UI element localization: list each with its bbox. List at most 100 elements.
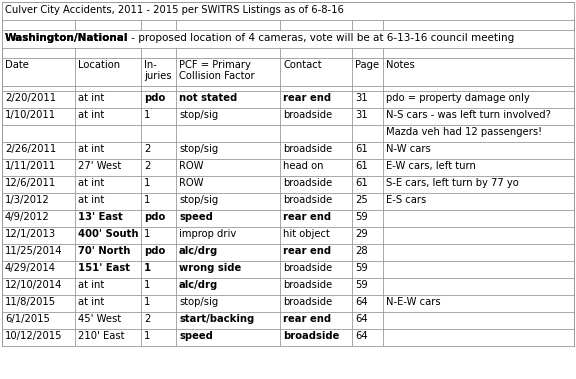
Text: pdo: pdo bbox=[144, 93, 165, 103]
Text: at int: at int bbox=[78, 144, 104, 154]
Text: speed: speed bbox=[179, 212, 213, 222]
Text: Culver City Accidents, 2011 - 2015 per SWITRS Listings as of 6-8-16: Culver City Accidents, 2011 - 2015 per S… bbox=[5, 5, 344, 15]
Text: 59: 59 bbox=[355, 212, 367, 222]
Text: 4/9/2012: 4/9/2012 bbox=[5, 212, 50, 222]
Text: E-S cars: E-S cars bbox=[386, 195, 426, 205]
Text: broadside: broadside bbox=[283, 178, 332, 188]
Text: Washington/National: Washington/National bbox=[5, 33, 128, 43]
Text: broadside: broadside bbox=[283, 263, 332, 273]
Text: stop/sig: stop/sig bbox=[179, 110, 218, 120]
Text: 1: 1 bbox=[144, 280, 150, 290]
Text: 61: 61 bbox=[355, 144, 367, 154]
Text: ROW: ROW bbox=[179, 161, 203, 171]
Text: pdo: pdo bbox=[144, 246, 165, 256]
Text: S-E cars, left turn by 77 yo: S-E cars, left turn by 77 yo bbox=[386, 178, 519, 188]
Text: at int: at int bbox=[78, 178, 104, 188]
Text: 1: 1 bbox=[144, 110, 150, 120]
Text: at int: at int bbox=[78, 297, 104, 307]
Text: 59: 59 bbox=[355, 280, 367, 290]
Text: 2/26/2011: 2/26/2011 bbox=[5, 144, 56, 154]
Text: at int: at int bbox=[78, 110, 104, 120]
Text: 2: 2 bbox=[144, 161, 150, 171]
Text: 61: 61 bbox=[355, 161, 367, 171]
Text: rear end: rear end bbox=[283, 314, 331, 324]
Text: ROW: ROW bbox=[179, 178, 203, 188]
Text: rear end: rear end bbox=[283, 93, 331, 103]
Text: 27' West: 27' West bbox=[78, 161, 122, 171]
Text: 61: 61 bbox=[355, 178, 367, 188]
Text: stop/sig: stop/sig bbox=[179, 195, 218, 205]
Text: rear end: rear end bbox=[283, 246, 331, 256]
Text: Page: Page bbox=[355, 60, 379, 70]
Text: 45' West: 45' West bbox=[78, 314, 121, 324]
Text: 6/1/2015: 6/1/2015 bbox=[5, 314, 50, 324]
Text: 28: 28 bbox=[355, 246, 367, 256]
Text: start/backing: start/backing bbox=[179, 314, 254, 324]
Text: juries: juries bbox=[144, 71, 172, 81]
Text: at int: at int bbox=[78, 195, 104, 205]
Text: pdo: pdo bbox=[144, 212, 165, 222]
Text: 13' East: 13' East bbox=[78, 212, 123, 222]
Text: 400' South: 400' South bbox=[78, 229, 138, 239]
Text: - proposed location of 4 cameras, vote will be at 6-13-16 council meeting: - proposed location of 4 cameras, vote w… bbox=[128, 33, 515, 43]
Text: at int: at int bbox=[78, 280, 104, 290]
Text: Date: Date bbox=[5, 60, 29, 70]
Text: stop/sig: stop/sig bbox=[179, 297, 218, 307]
Text: 1: 1 bbox=[144, 331, 150, 341]
Text: improp driv: improp driv bbox=[179, 229, 236, 239]
Text: head on: head on bbox=[283, 161, 324, 171]
Text: 29: 29 bbox=[355, 229, 367, 239]
Text: wrong side: wrong side bbox=[179, 263, 241, 273]
Text: alc/drg: alc/drg bbox=[179, 246, 218, 256]
Text: Location: Location bbox=[78, 60, 120, 70]
Text: 64: 64 bbox=[355, 297, 367, 307]
Text: 2/20/2011: 2/20/2011 bbox=[5, 93, 56, 103]
Text: 1: 1 bbox=[144, 195, 150, 205]
Text: broadside: broadside bbox=[283, 297, 332, 307]
Text: rear end: rear end bbox=[283, 212, 331, 222]
Text: 1: 1 bbox=[144, 263, 151, 273]
Text: 12/10/2014: 12/10/2014 bbox=[5, 280, 62, 290]
Text: at int: at int bbox=[78, 93, 104, 103]
Text: 59: 59 bbox=[355, 263, 367, 273]
Text: hit object: hit object bbox=[283, 229, 330, 239]
Text: 11/8/2015: 11/8/2015 bbox=[5, 297, 56, 307]
Text: speed: speed bbox=[179, 331, 213, 341]
Text: 1: 1 bbox=[144, 297, 150, 307]
Text: broadside: broadside bbox=[283, 110, 332, 120]
Text: 31: 31 bbox=[355, 93, 367, 103]
Text: 31: 31 bbox=[355, 110, 367, 120]
Text: 2: 2 bbox=[144, 314, 150, 324]
Text: broadside: broadside bbox=[283, 331, 339, 341]
Text: 2: 2 bbox=[144, 144, 150, 154]
Text: 1/10/2011: 1/10/2011 bbox=[5, 110, 56, 120]
Text: E-W cars, left turn: E-W cars, left turn bbox=[386, 161, 476, 171]
Text: broadside: broadside bbox=[283, 144, 332, 154]
Text: In-: In- bbox=[144, 60, 157, 70]
Text: 11/25/2014: 11/25/2014 bbox=[5, 246, 63, 256]
Text: 12/1/2013: 12/1/2013 bbox=[5, 229, 56, 239]
Text: N-E-W cars: N-E-W cars bbox=[386, 297, 441, 307]
Text: Washington/National: Washington/National bbox=[5, 33, 128, 43]
Text: Collision Factor: Collision Factor bbox=[179, 71, 255, 81]
Text: 10/12/2015: 10/12/2015 bbox=[5, 331, 63, 341]
Text: 70' North: 70' North bbox=[78, 246, 130, 256]
Text: 12/6/2011: 12/6/2011 bbox=[5, 178, 56, 188]
Text: 151' East: 151' East bbox=[78, 263, 130, 273]
Text: 64: 64 bbox=[355, 314, 367, 324]
Text: 1: 1 bbox=[144, 178, 150, 188]
Text: 1/3/2012: 1/3/2012 bbox=[5, 195, 50, 205]
Text: N-W cars: N-W cars bbox=[386, 144, 431, 154]
Text: 64: 64 bbox=[355, 331, 367, 341]
Text: broadside: broadside bbox=[283, 195, 332, 205]
Text: broadside: broadside bbox=[283, 280, 332, 290]
Text: N-S cars - was left turn involved?: N-S cars - was left turn involved? bbox=[386, 110, 551, 120]
Text: Mazda veh had 12 passengers!: Mazda veh had 12 passengers! bbox=[386, 127, 542, 137]
Text: stop/sig: stop/sig bbox=[179, 144, 218, 154]
Text: 210' East: 210' East bbox=[78, 331, 124, 341]
Text: Contact: Contact bbox=[283, 60, 321, 70]
Text: alc/drg: alc/drg bbox=[179, 280, 218, 290]
Text: PCF = Primary: PCF = Primary bbox=[179, 60, 251, 70]
Text: 1: 1 bbox=[144, 229, 150, 239]
Text: 1/11/2011: 1/11/2011 bbox=[5, 161, 56, 171]
